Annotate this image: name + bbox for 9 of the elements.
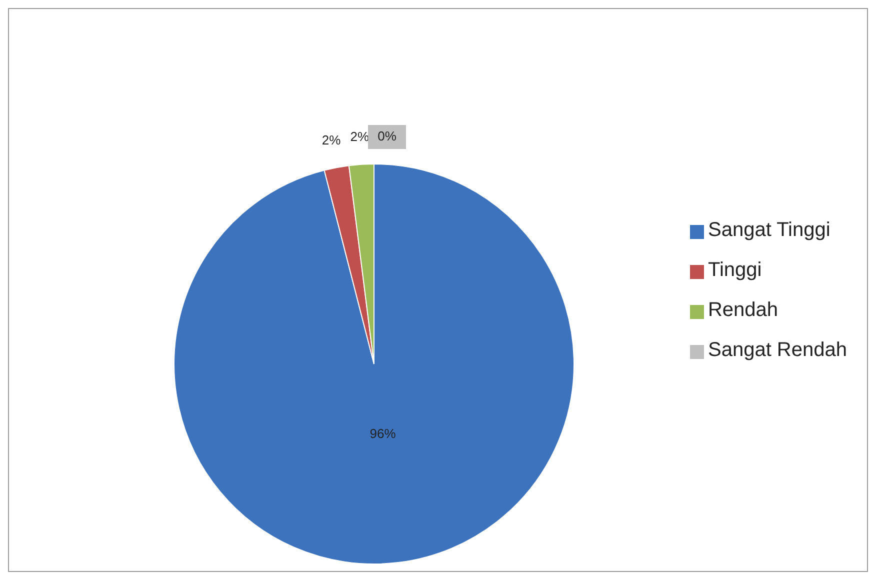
- data-label: 96%: [370, 426, 396, 441]
- pie-slice: [174, 164, 574, 564]
- text: 0%: [378, 128, 396, 144]
- legend-label: Tinggi: [708, 259, 762, 281]
- legend-label: Sangat Rendah: [708, 339, 847, 361]
- data-label: 2%: [350, 128, 370, 144]
- data-label: 2%: [322, 132, 342, 148]
- legend-label: Sangat Tinggi: [708, 219, 830, 241]
- legend-label: Rendah: [708, 299, 778, 321]
